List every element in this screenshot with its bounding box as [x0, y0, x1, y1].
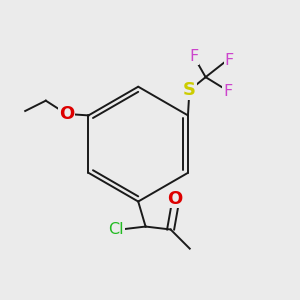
Text: O: O	[167, 190, 183, 208]
Text: Cl: Cl	[108, 222, 124, 237]
Text: O: O	[59, 105, 74, 123]
Text: F: F	[189, 49, 199, 64]
Text: F: F	[223, 84, 232, 99]
Text: F: F	[224, 53, 234, 68]
Text: S: S	[183, 81, 196, 99]
